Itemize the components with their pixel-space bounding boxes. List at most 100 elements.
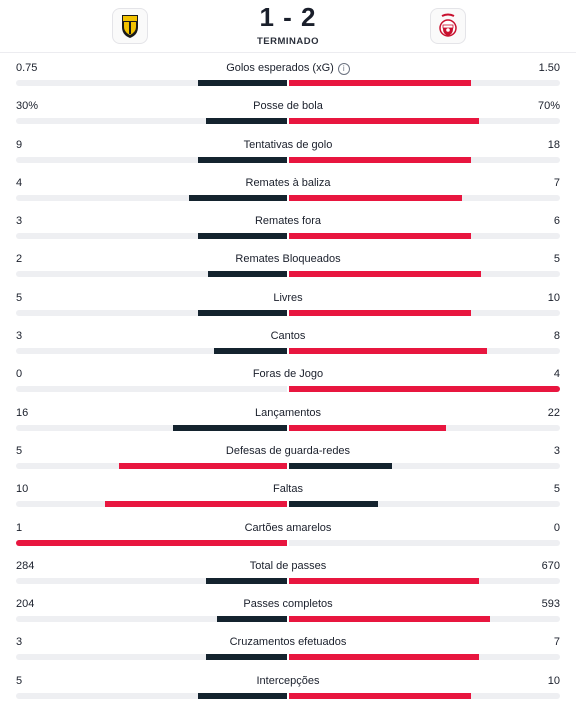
away-stat-value: 593 — [541, 598, 560, 611]
away-bar-fill — [289, 501, 378, 508]
away-bar-fill — [289, 424, 446, 431]
away-bar-track — [289, 577, 560, 584]
stat-label-text: Cruzamentos efetuados — [229, 636, 347, 649]
stat-row: 4 Remates à baliza 7 — [0, 168, 576, 206]
stat-row: 0.75 Golos esperados (xG) i 1.50 — [0, 53, 576, 91]
away-bar-track — [289, 194, 560, 201]
home-stat-value: 5 — [16, 674, 23, 687]
away-bar-fill — [289, 156, 471, 163]
away-bar-fill — [289, 462, 392, 469]
home-bar-fill — [119, 462, 287, 469]
stat-label: Livres — [0, 291, 576, 305]
home-bar-track — [16, 616, 287, 623]
away-stat-value: 7 — [553, 636, 560, 649]
match-score: 1 - 2 — [259, 2, 317, 32]
away-bar-track — [289, 501, 560, 508]
stats-list: 0.75 Golos esperados (xG) i 1.50 30% Posse de… — [0, 53, 576, 704]
away-stat-value: 670 — [541, 559, 560, 572]
stat-label: Foras de Jogo — [0, 367, 576, 381]
home-bar-fill — [198, 309, 287, 316]
home-stat-value: 3 — [16, 636, 23, 649]
away-stat-value: 0 — [553, 521, 560, 534]
home-bar-fill — [198, 692, 287, 699]
match-header: 1 - 2 TERMINADO — [0, 0, 576, 53]
home-bar-track — [16, 194, 287, 201]
stat-label: Intercepções — [0, 674, 576, 688]
home-bar-fill — [189, 194, 287, 201]
info-icon[interactable]: i — [337, 63, 350, 75]
away-bar-fill — [289, 616, 490, 623]
away-stat-value: 8 — [553, 330, 560, 343]
home-bar-fill — [208, 271, 287, 278]
away-bar-track — [289, 309, 560, 316]
stat-label: Faltas — [0, 482, 576, 496]
away-bar-fill — [289, 654, 479, 661]
home-bar-track — [16, 577, 287, 584]
stat-label: Posse de bola — [0, 99, 576, 113]
away-stat-value: 10 — [547, 291, 560, 304]
home-stat-value: 204 — [16, 598, 35, 611]
stat-label-text: Faltas — [273, 483, 303, 496]
home-bar-fill — [198, 233, 287, 240]
stat-label-text: Cantos — [270, 330, 306, 343]
home-stat-value: 0 — [16, 368, 23, 381]
stat-row: 5 Livres 10 — [0, 283, 576, 321]
stat-label-text: Total de passes — [249, 559, 327, 572]
home-stat-value: 3 — [16, 330, 23, 343]
home-bar-fill — [214, 348, 287, 355]
home-stat-value: 1 — [16, 521, 23, 534]
home-bar-fill — [206, 577, 287, 584]
stat-row: 9 Tentativas de golo 18 — [0, 130, 576, 168]
stat-row: 204 Passes completos 593 — [0, 589, 576, 627]
home-team-crest[interactable] — [112, 8, 148, 44]
home-bar-fill — [105, 501, 287, 508]
home-bar-track — [16, 654, 287, 661]
stat-row: 2 Remates Bloqueados 5 — [0, 244, 576, 282]
away-bar-track — [289, 386, 560, 393]
away-bar-fill — [289, 80, 471, 86]
away-bar-track — [289, 539, 560, 546]
home-bar-track — [16, 386, 287, 393]
stat-label-text: Intercepções — [256, 674, 320, 687]
home-bar-track — [16, 156, 287, 163]
away-bar-track — [289, 462, 560, 469]
home-stat-value: 4 — [16, 176, 23, 189]
away-bar-fill — [289, 118, 479, 125]
stat-label-text: Remates fora — [254, 215, 322, 228]
home-bar-track — [16, 80, 287, 86]
stat-label-text: Tentativas de golo — [243, 138, 333, 151]
away-bar-fill — [289, 233, 471, 240]
away-bar-track — [289, 80, 560, 86]
stat-row: 10 Faltas 5 — [0, 474, 576, 512]
away-stat-value: 5 — [553, 483, 560, 496]
home-bar-fill — [16, 539, 287, 546]
home-bar-track — [16, 424, 287, 431]
away-stat-value: 10 — [547, 674, 560, 687]
home-stat-value: 10 — [16, 483, 29, 496]
stat-label-text: Defesas de guarda-redes — [225, 444, 351, 457]
home-bar-track — [16, 309, 287, 316]
home-bar-track — [16, 271, 287, 278]
away-bar-track — [289, 118, 560, 125]
stat-label-text: Foras de Jogo — [252, 368, 324, 381]
home-bar-track — [16, 348, 287, 355]
stat-row: 5 Intercepções 10 — [0, 666, 576, 704]
stat-label-text: Lançamentos — [254, 406, 322, 419]
away-stat-value: 1.50 — [538, 62, 560, 74]
stat-label-text: Remates Bloqueados — [235, 253, 341, 266]
away-bar-fill — [289, 348, 487, 355]
benfica-crest-icon — [439, 13, 457, 37]
home-bar-track — [16, 501, 287, 508]
home-bar-track — [16, 539, 287, 546]
match-status: TERMINADO — [256, 36, 320, 47]
away-stat-value: 6 — [553, 215, 560, 228]
stat-row: 1 Cartões amarelos 0 — [0, 513, 576, 551]
stat-label: Total de passes — [0, 559, 576, 573]
away-team-crest[interactable] — [430, 8, 466, 44]
stat-label: Tentativas de golo — [0, 138, 576, 152]
away-bar-fill — [289, 271, 481, 278]
away-bar-track — [289, 654, 560, 661]
stat-label-text: Livres — [273, 291, 303, 304]
away-stat-value: 18 — [547, 138, 560, 151]
away-bar-fill — [289, 386, 560, 393]
